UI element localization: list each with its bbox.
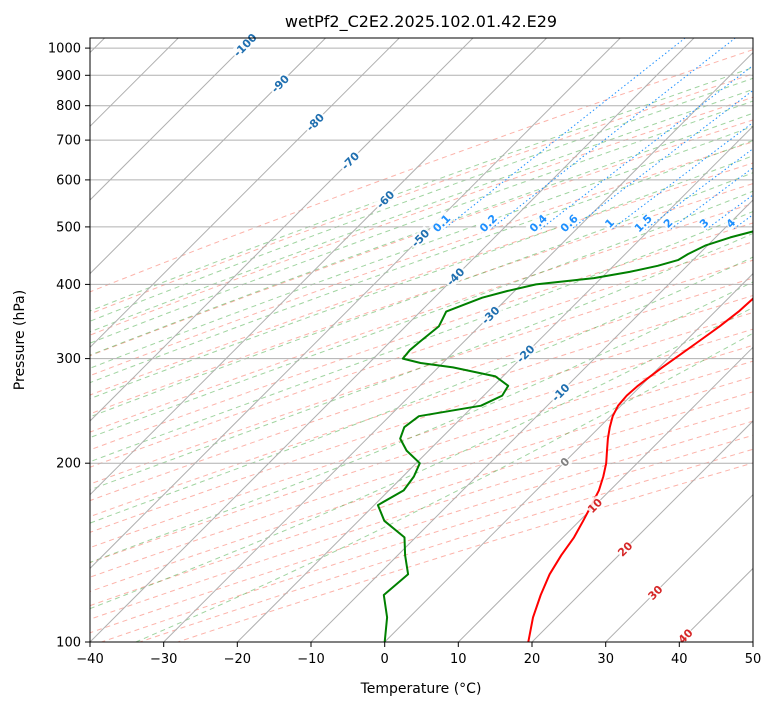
x-tick-label: −30 <box>150 652 177 667</box>
y-tick-label: 400 <box>56 278 81 293</box>
x-tick-label: 40 <box>671 652 688 667</box>
x-tick-label: −40 <box>76 652 103 667</box>
y-tick-label: 900 <box>56 69 81 84</box>
x-tick-label: 50 <box>745 652 762 667</box>
chart-title: wetPf2_C2E2.2025.102.01.42.E29 <box>285 12 557 32</box>
x-tick-label: 0 <box>381 652 389 667</box>
y-tick-label: 700 <box>56 134 81 149</box>
y-tick-label: 100 <box>56 636 81 651</box>
y-axis-label: Pressure (hPa) <box>12 290 28 390</box>
y-tick-label: 600 <box>56 173 81 188</box>
x-axis-label: Temperature (°C) <box>360 681 482 697</box>
x-tick-label: 20 <box>524 652 541 667</box>
x-tick-label: 10 <box>450 652 467 667</box>
y-tick-label: 800 <box>56 99 81 114</box>
y-tick-label: 500 <box>56 220 81 235</box>
y-tick-label: 200 <box>56 457 81 472</box>
y-tick-label: 1000 <box>48 42 81 57</box>
x-tick-label: 30 <box>597 652 614 667</box>
y-tick-label: 300 <box>56 352 81 367</box>
x-tick-label: −20 <box>224 652 251 667</box>
x-tick-label: −10 <box>297 652 324 667</box>
